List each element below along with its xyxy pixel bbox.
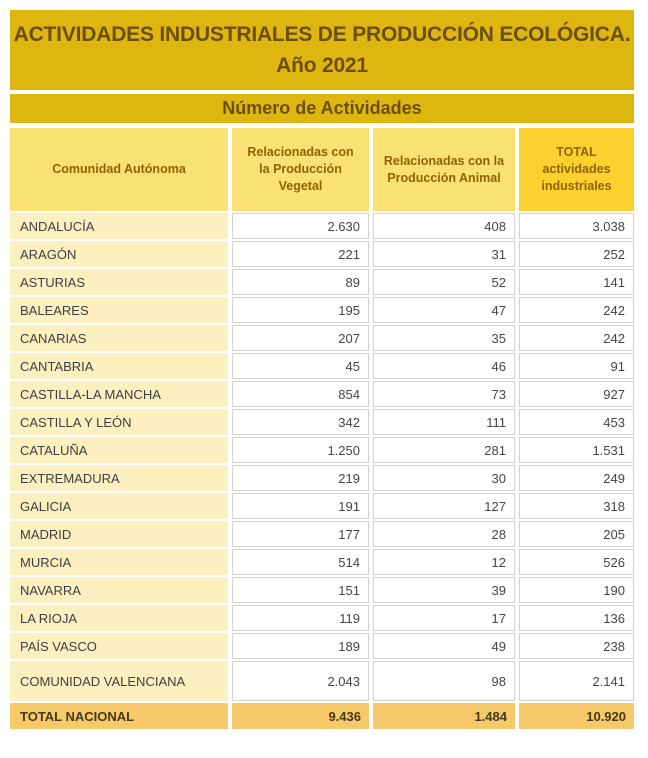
value-animal: 49 bbox=[373, 633, 515, 659]
value-vegetal: 45 bbox=[232, 353, 369, 379]
value-animal: 52 bbox=[373, 269, 515, 295]
report-subtitle-text: Número de Actividades bbox=[222, 98, 422, 118]
value-total: 249 bbox=[519, 465, 634, 491]
value-total: 927 bbox=[519, 381, 634, 407]
value-animal: 111 bbox=[373, 409, 515, 435]
value-animal: 47 bbox=[373, 297, 515, 323]
value-total: 238 bbox=[519, 633, 634, 659]
row-label-murcia: MURCIA bbox=[10, 549, 228, 575]
value-total: 141 bbox=[519, 269, 634, 295]
value-total: 252 bbox=[519, 241, 634, 267]
value-vegetal: 219 bbox=[232, 465, 369, 491]
column-header-produccion-animal: Relacionadas con la Producción Animal bbox=[373, 128, 515, 211]
report-title-line2: Año 2021 bbox=[276, 54, 368, 77]
value-total: 136 bbox=[519, 605, 634, 631]
report-title: ACTIVIDADES INDUSTRIALES DE PRODUCCIÓN E… bbox=[10, 10, 634, 90]
column-header-comunidad: Comunidad Autónoma bbox=[10, 128, 228, 211]
value-animal: 281 bbox=[373, 437, 515, 463]
value-vegetal: 89 bbox=[232, 269, 369, 295]
value-animal: 73 bbox=[373, 381, 515, 407]
row-label-baleares: BALEARES bbox=[10, 297, 228, 323]
value-vegetal: 189 bbox=[232, 633, 369, 659]
row-label-asturias: ASTURIAS bbox=[10, 269, 228, 295]
value-total: 91 bbox=[519, 353, 634, 379]
value-vegetal: 151 bbox=[232, 577, 369, 603]
row-label-extremadura: EXTREMADURA bbox=[10, 465, 228, 491]
value-animal: 46 bbox=[373, 353, 515, 379]
value-animal: 12 bbox=[373, 549, 515, 575]
value-vegetal: 2.043 bbox=[232, 661, 369, 701]
value-total: 318 bbox=[519, 493, 634, 519]
report-page: ACTIVIDADES INDUSTRIALES DE PRODUCCIÓN E… bbox=[10, 10, 634, 729]
total-row-label: TOTAL NACIONAL bbox=[10, 703, 228, 729]
value-animal: 98 bbox=[373, 661, 515, 701]
report-subtitle: Número de Actividades bbox=[10, 94, 634, 123]
value-total: 242 bbox=[519, 297, 634, 323]
value-vegetal: 195 bbox=[232, 297, 369, 323]
value-animal: 17 bbox=[373, 605, 515, 631]
row-label-pais-vasco: PAÍS VASCO bbox=[10, 633, 228, 659]
row-label-andalucia: ANDALUCÍA bbox=[10, 213, 228, 239]
row-label-la-rioja: LA RIOJA bbox=[10, 605, 228, 631]
value-animal: 39 bbox=[373, 577, 515, 603]
value-animal: 408 bbox=[373, 213, 515, 239]
value-total: 242 bbox=[519, 325, 634, 351]
value-total: 1.531 bbox=[519, 437, 634, 463]
value-total: 526 bbox=[519, 549, 634, 575]
value-total: 453 bbox=[519, 409, 634, 435]
value-animal: 28 bbox=[373, 521, 515, 547]
value-vegetal: 514 bbox=[232, 549, 369, 575]
value-total: 2.141 bbox=[519, 661, 634, 701]
row-label-castilla-la-mancha: CASTILLA-LA MANCHA bbox=[10, 381, 228, 407]
report-title-line1: ACTIVIDADES INDUSTRIALES DE PRODUCCIÓN E… bbox=[13, 23, 631, 46]
value-total: 190 bbox=[519, 577, 634, 603]
total-value-vegetal: 9.436 bbox=[232, 703, 369, 729]
value-vegetal: 177 bbox=[232, 521, 369, 547]
value-animal: 31 bbox=[373, 241, 515, 267]
value-vegetal: 342 bbox=[232, 409, 369, 435]
value-total: 205 bbox=[519, 521, 634, 547]
value-vegetal: 2.630 bbox=[232, 213, 369, 239]
value-vegetal: 191 bbox=[232, 493, 369, 519]
column-header-total: TOTAL actividades industriales bbox=[519, 128, 634, 211]
activities-table: Comunidad Autónoma Relacionadas con la P… bbox=[10, 128, 634, 729]
row-label-aragon: ARAGÓN bbox=[10, 241, 228, 267]
value-total: 3.038 bbox=[519, 213, 634, 239]
value-animal: 35 bbox=[373, 325, 515, 351]
row-label-cantabria: CANTABRIA bbox=[10, 353, 228, 379]
column-header-produccion-vegetal: Relacionadas con la Producción Vegetal bbox=[232, 128, 369, 211]
total-value-animal: 1.484 bbox=[373, 703, 515, 729]
row-label-comunidad-valenciana: COMUNIDAD VALENCIANA bbox=[10, 661, 228, 701]
value-vegetal: 221 bbox=[232, 241, 369, 267]
row-label-canarias: CANARIAS bbox=[10, 325, 228, 351]
row-label-navarra: NAVARRA bbox=[10, 577, 228, 603]
row-label-castilla-y-leon: CASTILLA Y LEÓN bbox=[10, 409, 228, 435]
value-vegetal: 854 bbox=[232, 381, 369, 407]
value-vegetal: 207 bbox=[232, 325, 369, 351]
row-label-galicia: GALICIA bbox=[10, 493, 228, 519]
value-vegetal: 119 bbox=[232, 605, 369, 631]
value-animal: 127 bbox=[373, 493, 515, 519]
total-value-total: 10.920 bbox=[519, 703, 634, 729]
value-animal: 30 bbox=[373, 465, 515, 491]
row-label-madrid: MADRID bbox=[10, 521, 228, 547]
row-label-cataluna: CATALUÑA bbox=[10, 437, 228, 463]
value-vegetal: 1.250 bbox=[232, 437, 369, 463]
